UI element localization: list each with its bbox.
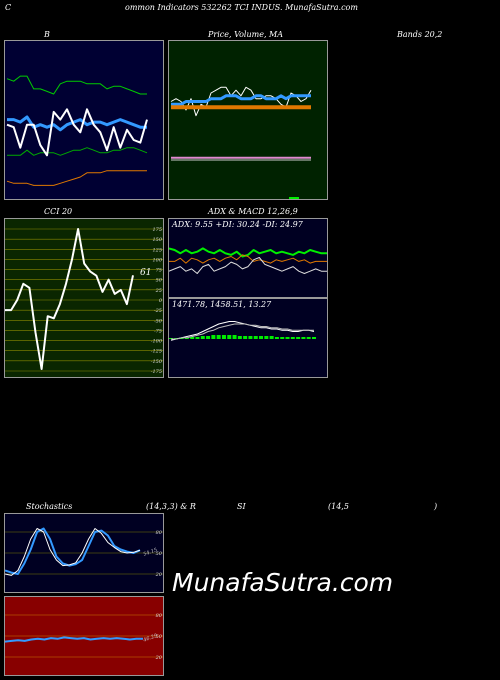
cci-tick-label-11: -100: [151, 339, 163, 345]
cci-tick-label-3: 100: [152, 257, 162, 263]
bollinger-panel: [4, 40, 164, 200]
cci-title: CCI 20: [44, 207, 73, 216]
macd-histogram-bar: [312, 337, 316, 339]
macd-readout: 1471.78, 1458.51, 13.27: [172, 300, 272, 309]
rsi-value-label: 46.29: [142, 633, 159, 644]
cci-tick-label-14: -175: [151, 369, 162, 375]
stochastics-panel: 80 50 20 54.15: [4, 513, 164, 593]
rsi-line: [5, 636, 143, 643]
macd-histogram-bar: [243, 336, 248, 339]
macd-histogram-bar: [259, 336, 264, 339]
cci-panel: 175 150 125 100 75 50 25 0 -25 -50 -75 -100 -125 -150…: [4, 218, 164, 378]
macd-histogram-bar: [306, 337, 311, 339]
rsi-params: (14,5: [328, 502, 349, 511]
cci-tick-label-4: 75: [156, 268, 162, 274]
macd-histogram-bar: [296, 337, 301, 339]
cci-tick-label-5: 50: [156, 278, 163, 284]
cci-tick-label-13: -150: [151, 359, 163, 365]
adx-readout: ADX: 9.55 +DI: 30.24 -DI: 24.97: [172, 220, 303, 229]
macd-histogram-bar: [269, 336, 274, 339]
stoch-tick-label-1: 50: [156, 551, 163, 557]
macd-histogram-bar: [280, 337, 285, 339]
macd-chart: [169, 321, 316, 341]
price-chart: [170, 86, 312, 199]
cci-tick-label-8: -25: [154, 308, 162, 314]
macd-histogram-bar: [184, 338, 189, 339]
macd-histogram-bar: [200, 336, 205, 339]
macd-histogram-bar: [227, 335, 232, 339]
signal-line: [171, 323, 314, 340]
price-panel: [168, 40, 328, 200]
cci-tick-label-1: 150: [152, 237, 162, 243]
macd-histogram-bar: [206, 336, 211, 339]
adx-chart: [169, 247, 327, 274]
cci-tick-label-7: 0: [159, 298, 163, 304]
adx-panel: ADX: 9.55 +DI: 30.24 -DI: 24.97: [168, 218, 328, 298]
stoch-title: Stochastics: [26, 502, 73, 511]
rsi-tick-label-2: 20: [155, 655, 163, 661]
header-title-left: C: [5, 3, 12, 12]
header-title: ommon Indicators 532262 TCI INDUS. Munaf…: [125, 3, 358, 12]
macd-histogram-bar: [221, 335, 226, 339]
rsi-title: SI: [237, 502, 246, 511]
rsi-chart: 80 50 20 46.29: [5, 613, 163, 661]
cci-tick-label-9: -50: [154, 318, 163, 324]
macd-histogram-bar: [285, 337, 290, 339]
cci-tick-label-2: 125: [152, 247, 162, 253]
cci-chart: 175 150 125 100 75 50 25 0 -25 -50 -75 -100 -125 -150…: [5, 227, 163, 375]
cci-tick-label-12: -125: [151, 349, 162, 355]
cci-value: 61: [140, 268, 152, 278]
adx-macd-title: ADX & MACD 12,26,9: [208, 207, 298, 216]
stoch-tick-label-2: 20: [155, 572, 163, 578]
macd-line: [170, 321, 315, 341]
stoch-d-line: [5, 527, 141, 575]
volume-bar: [289, 197, 299, 199]
cci-tick-label-10: -75: [154, 328, 162, 334]
orange-line: [6, 170, 147, 186]
macd-histogram-bar: [179, 338, 184, 339]
macd-histogram-bar: [274, 337, 279, 339]
rsi-panel: 80 50 20 46.29: [4, 596, 164, 676]
macd-histogram-bar: [190, 337, 195, 339]
cci-tick-label-0: 175: [152, 227, 162, 233]
price-line: [170, 86, 312, 117]
stoch-k-line: [5, 528, 141, 576]
macd-panel: 1471.78, 1458.51, 13.27: [168, 298, 328, 378]
stochastics-chart: 80 50 20 54.15: [5, 527, 163, 578]
macd-histogram-bar: [253, 336, 258, 339]
rsi-close: ): [434, 502, 438, 511]
macd-histogram-bar: [211, 335, 216, 339]
plus-di-line: [169, 247, 327, 258]
lower-band-line: [7, 147, 148, 156]
watermark: MunafaSutra.com: [172, 568, 394, 597]
macd-histogram-bar: [195, 337, 200, 339]
cci-tick-label-6: 25: [155, 288, 162, 294]
minus-di-line: [169, 254, 327, 264]
bands-title: Bands 20,2: [397, 30, 443, 39]
macd-histogram-bar: [248, 336, 253, 339]
macd-histogram-bar: [301, 337, 306, 339]
adx-line: [169, 257, 327, 274]
stoch-value-label: 54.15: [143, 547, 159, 558]
rsi-tick-label-1: 50: [156, 634, 163, 640]
stoch-params: (14,3,3) & R: [146, 502, 196, 511]
bollinger-chart: [6, 75, 148, 186]
bollinger-title: B: [44, 30, 50, 39]
cci-line: [5, 228, 134, 370]
upper-band-line: [6, 75, 147, 95]
price-line: [6, 108, 148, 157]
macd-histogram-bar: [237, 336, 242, 339]
ma-short-line: [171, 94, 311, 106]
rsi-tick-label-0: 80: [156, 613, 163, 619]
macd-histogram-bar: [232, 335, 237, 339]
macd-histogram-bar: [264, 336, 269, 339]
macd-histogram-bar: [216, 335, 221, 339]
price-volume-title: Price, Volume, MA: [208, 30, 284, 39]
middle-band-line: [7, 115, 147, 132]
stoch-tick-label-0: 80: [156, 530, 163, 536]
macd-histogram-bar: [290, 337, 295, 339]
